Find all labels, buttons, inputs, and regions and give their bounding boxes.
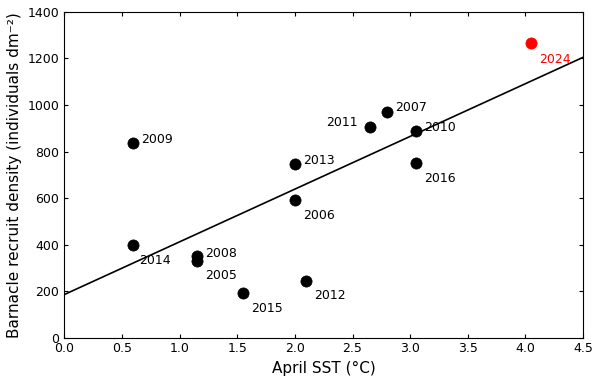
Point <box>128 242 138 248</box>
Point <box>365 124 374 130</box>
X-axis label: April SST (°C): April SST (°C) <box>272 361 376 376</box>
Point <box>192 253 202 259</box>
Point <box>290 161 299 167</box>
Text: 2005: 2005 <box>205 270 237 283</box>
Text: 2015: 2015 <box>251 302 283 315</box>
Text: 2013: 2013 <box>303 154 335 167</box>
Y-axis label: Barnacle recruit density (individuals dm⁻²): Barnacle recruit density (individuals dm… <box>7 12 22 338</box>
Text: 2006: 2006 <box>303 209 335 222</box>
Point <box>526 40 536 46</box>
Point <box>192 258 202 264</box>
Text: 2008: 2008 <box>205 247 237 260</box>
Text: 2009: 2009 <box>142 133 173 146</box>
Point <box>302 278 311 284</box>
Point <box>411 128 421 134</box>
Text: 2012: 2012 <box>314 289 346 302</box>
Text: 2010: 2010 <box>424 121 456 134</box>
Text: 2014: 2014 <box>139 254 171 267</box>
Text: 2011: 2011 <box>326 116 358 129</box>
Point <box>411 160 421 166</box>
Text: 2024: 2024 <box>539 53 571 66</box>
Point <box>382 109 392 115</box>
Point <box>238 290 248 296</box>
Point <box>128 140 138 146</box>
Text: 2007: 2007 <box>395 101 427 114</box>
Point <box>290 197 299 203</box>
Text: 2016: 2016 <box>424 172 455 185</box>
